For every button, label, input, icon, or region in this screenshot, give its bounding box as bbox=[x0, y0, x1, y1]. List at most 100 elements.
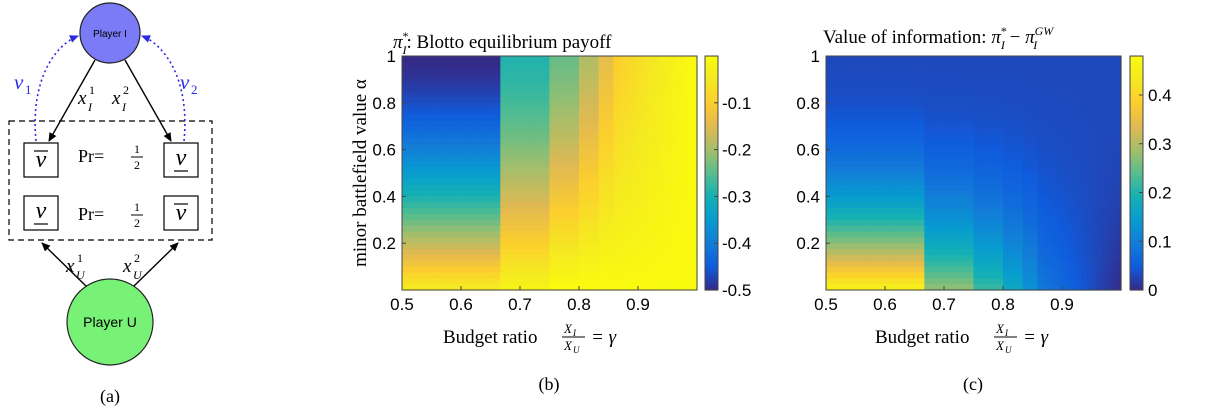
heatmap-c-cell bbox=[973, 126, 980, 133]
heatmap-b-cell bbox=[426, 249, 433, 256]
heatmap-c-cell bbox=[850, 190, 857, 197]
heatmap-b-cell bbox=[569, 196, 575, 203]
heatmap-c-cell bbox=[1101, 149, 1107, 157]
heatmap-c-cell bbox=[1111, 225, 1117, 233]
heatmap-b-cell bbox=[657, 237, 664, 244]
heatmap-c-cell bbox=[983, 114, 989, 121]
heatmap-b-cell bbox=[480, 254, 487, 262]
heatmap-b-cell bbox=[510, 254, 516, 262]
heatmap-b-cell bbox=[490, 132, 497, 139]
heatmap-c-cell bbox=[885, 278, 891, 285]
heatmap-b-cell bbox=[406, 126, 413, 133]
heatmap-c-cell bbox=[924, 161, 930, 168]
heatmap-b-cell bbox=[426, 137, 433, 145]
heatmap-b-cell bbox=[456, 173, 462, 180]
heatmap-b-cell bbox=[682, 85, 688, 92]
heatmap-b-cell bbox=[411, 243, 418, 250]
heatmap-c-cell bbox=[1052, 114, 1058, 121]
heatmap-b-cell bbox=[485, 196, 492, 203]
heatmap-b-cell bbox=[583, 237, 590, 244]
heatmap-c-cell bbox=[983, 184, 989, 192]
heatmap-c-cell bbox=[826, 132, 832, 139]
heatmap-c-cell bbox=[855, 173, 862, 180]
heatmap-c-cell bbox=[865, 208, 871, 215]
heatmap-b-cell bbox=[662, 243, 669, 250]
heatmap-b-cell bbox=[480, 178, 487, 186]
heatmap-b-cell bbox=[441, 219, 447, 227]
heatmap-b-cell bbox=[451, 79, 457, 86]
heatmap-b-cell bbox=[579, 67, 585, 75]
heatmap-b-cell bbox=[603, 56, 610, 63]
heatmap-c-cell bbox=[973, 184, 980, 192]
heatmap-c-cell bbox=[1037, 132, 1043, 139]
heatmap-b-cell bbox=[583, 155, 590, 162]
heatmap-b-cell bbox=[652, 155, 659, 162]
heatmap-b-cell bbox=[406, 208, 413, 215]
heatmap-b-cell bbox=[692, 243, 698, 250]
heatmap-c-cell bbox=[929, 178, 935, 186]
heatmap-b-cell bbox=[529, 208, 536, 215]
heatmap-c-cell bbox=[845, 79, 852, 86]
heatmap-b-cell bbox=[692, 184, 698, 192]
heatmap-c-cell bbox=[894, 114, 901, 121]
heatmap-c-cell bbox=[894, 284, 901, 291]
heatmap-b-cell bbox=[416, 243, 423, 250]
vbar-bottom-right-label: v bbox=[176, 200, 187, 226]
heatmap-c-cell bbox=[924, 208, 930, 215]
heatmap-b-cell bbox=[574, 249, 580, 256]
heatmap-c-cell bbox=[1071, 120, 1078, 127]
heatmap-b-cell bbox=[421, 178, 428, 186]
heatmap-b-cell bbox=[515, 254, 521, 262]
heatmap-c-cell bbox=[988, 208, 994, 215]
heatmap-b-cell bbox=[490, 219, 497, 227]
heatmap-c-cell bbox=[1086, 208, 1093, 215]
heatmap-b-cell bbox=[603, 190, 610, 197]
heatmap-c-cell bbox=[899, 79, 906, 86]
heatmap-c-cell bbox=[1047, 173, 1053, 180]
heatmap-c-cell bbox=[899, 284, 906, 291]
heatmap-c-cell bbox=[919, 114, 925, 121]
heatmap-b-cell bbox=[598, 114, 605, 121]
heatmap-c-cell bbox=[1091, 260, 1098, 268]
heatmap-b-cell bbox=[475, 278, 482, 285]
heatmap-b-cell bbox=[529, 184, 536, 192]
heatmap-c-cell bbox=[919, 137, 925, 145]
heatmap-c-cell bbox=[870, 213, 876, 221]
heatmap-c-cell bbox=[993, 137, 999, 145]
heatmap-c-cell bbox=[953, 56, 960, 63]
heatmap-b-cell bbox=[510, 225, 516, 233]
heatmap-c-cell bbox=[880, 272, 886, 279]
heatmap-b-cell bbox=[623, 219, 629, 227]
heatmap-c-cell bbox=[1007, 155, 1014, 162]
heatmap-c-cell bbox=[1032, 143, 1039, 151]
heatmap-b-cell bbox=[613, 219, 619, 227]
heatmap-c-cell bbox=[978, 237, 984, 244]
heatmap-c-cell bbox=[1042, 284, 1048, 291]
heatmap-b-cell bbox=[657, 79, 664, 86]
heatmap-c-cell bbox=[1017, 161, 1024, 168]
heatmap-b-cell bbox=[564, 85, 570, 92]
heatmap-b-cell bbox=[638, 208, 644, 215]
heatmap-b-cell bbox=[549, 102, 556, 110]
heatmap-c-cell bbox=[1071, 231, 1078, 238]
heatmap-c-cell bbox=[1106, 184, 1112, 192]
heatmap-b-cell bbox=[411, 219, 418, 227]
heatmap-c-cell bbox=[919, 132, 925, 139]
heatmap-c-cell bbox=[929, 155, 935, 162]
heatmap-c-cell bbox=[1052, 249, 1058, 256]
heatmap-c-cell bbox=[968, 284, 975, 291]
heatmap-b-cell bbox=[539, 231, 546, 238]
heatmap-c-cell bbox=[1012, 260, 1019, 268]
heatmap-c-cell bbox=[939, 132, 945, 139]
heatmap-b-cell bbox=[534, 184, 541, 192]
heatmap-b-cell bbox=[564, 272, 570, 279]
heatmap-c-cell bbox=[1027, 178, 1034, 186]
heatmap-c-cell bbox=[875, 108, 881, 116]
heatmap-c-cell bbox=[1101, 196, 1107, 203]
heatmap-b-cell bbox=[628, 56, 634, 63]
heatmap-c-cell bbox=[826, 202, 832, 209]
heatmap-b-cell bbox=[598, 56, 605, 63]
heatmap-b-cell bbox=[495, 161, 501, 168]
heatmap-b-cell bbox=[608, 114, 615, 121]
heatmap-b-cell bbox=[505, 219, 511, 227]
